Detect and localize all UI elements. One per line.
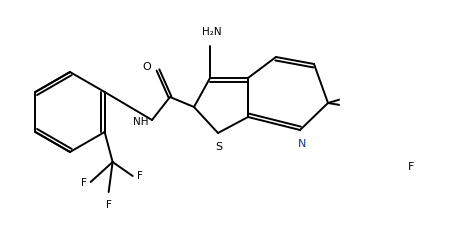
- Text: F: F: [408, 162, 414, 172]
- Text: F: F: [106, 200, 112, 210]
- Text: H₂N: H₂N: [202, 27, 222, 37]
- Text: F: F: [137, 171, 142, 181]
- Text: NH: NH: [133, 117, 148, 127]
- Polygon shape: [340, 60, 459, 175]
- Text: O: O: [142, 62, 151, 72]
- Text: N: N: [298, 139, 306, 149]
- Text: F: F: [81, 178, 87, 188]
- Text: S: S: [215, 142, 223, 152]
